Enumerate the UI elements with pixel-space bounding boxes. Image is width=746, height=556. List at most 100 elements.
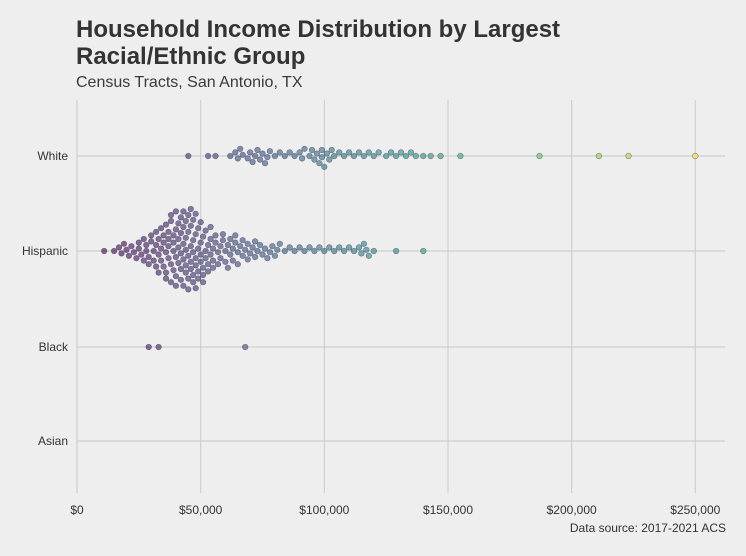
data-point: [200, 271, 207, 279]
data-point: [232, 239, 239, 246]
x-tick-label: $150,000: [423, 503, 473, 517]
data-point: [239, 252, 246, 259]
data-point: [301, 145, 308, 152]
data-point: [625, 152, 632, 160]
data-point: [192, 262, 199, 269]
data-point: [252, 152, 259, 160]
data-point: [370, 152, 377, 160]
data-point: [123, 246, 130, 253]
data-point: [209, 245, 217, 252]
data-point: [222, 258, 229, 265]
data-point: [135, 245, 142, 252]
data-point: [301, 247, 308, 255]
data-point: [219, 231, 226, 238]
data-point: [202, 227, 209, 234]
data-point: [160, 263, 167, 270]
data-point: [365, 252, 372, 259]
data-point: [162, 275, 170, 282]
data-point: [212, 239, 219, 246]
data-point: [185, 211, 192, 219]
data-point: [326, 156, 333, 163]
chart-caption: Data source: 2017-2021 ACS: [569, 521, 726, 535]
data-point: [336, 244, 343, 251]
data-point: [393, 247, 400, 255]
data-point: [281, 247, 288, 255]
data-point: [172, 273, 179, 280]
data-point: [177, 229, 184, 237]
data-point: [247, 149, 254, 156]
data-point: [256, 156, 264, 163]
data-point: [286, 244, 293, 251]
data-point: [350, 152, 358, 160]
data-point: [370, 247, 377, 255]
data-point: [145, 253, 152, 261]
data-point: [185, 152, 192, 160]
data-point: [229, 245, 236, 252]
data-point: [125, 252, 132, 259]
data-point: [202, 247, 209, 255]
data-point: [358, 250, 365, 257]
data-point: [140, 257, 147, 264]
y-tick-label: Hispanic: [22, 244, 68, 258]
data-point: [175, 244, 182, 251]
data-point: [383, 152, 390, 160]
data-point: [407, 149, 415, 156]
data-point: [148, 238, 155, 245]
data-point: [172, 282, 179, 289]
data-point: [192, 210, 199, 217]
data-point: [162, 269, 170, 276]
data-point: [205, 268, 212, 275]
data-point: [207, 235, 214, 243]
data-point: [209, 257, 217, 264]
x-tick-label: $200,000: [547, 503, 597, 517]
data-point: [222, 247, 229, 255]
data-point: [363, 246, 370, 253]
data-point: [182, 217, 189, 225]
data-point: [286, 149, 293, 156]
data-point: [360, 152, 368, 160]
data-point: [313, 150, 321, 157]
data-point: [170, 239, 177, 246]
data-point: [192, 255, 199, 262]
data-point: [170, 247, 177, 255]
data-point: [457, 152, 464, 160]
data-point: [158, 225, 165, 232]
data-point: [167, 211, 175, 219]
data-point: [167, 261, 175, 268]
data-point: [182, 234, 189, 241]
data-point: [197, 219, 204, 226]
data-point: [355, 244, 363, 251]
data-point: [153, 228, 160, 235]
data-point: [118, 250, 125, 257]
data-point: [145, 261, 152, 268]
data-point: [177, 276, 184, 283]
data-point: [355, 149, 363, 156]
data-point: [375, 149, 382, 156]
data-point: [153, 263, 160, 270]
data-point: [259, 251, 266, 258]
data-point: [318, 146, 326, 154]
data-point: [318, 154, 326, 161]
data-point: [316, 160, 323, 167]
data-point: [266, 249, 274, 256]
data-point: [296, 149, 303, 156]
data-point: [165, 243, 172, 250]
data-point: [185, 228, 192, 235]
data-point: [133, 255, 140, 262]
data-point: [155, 343, 162, 351]
chart-subtitle: Census Tracts, San Antonio, TX: [76, 74, 303, 91]
data-point: [214, 261, 222, 268]
data-point: [145, 343, 152, 351]
data-point: [209, 264, 217, 271]
data-point: [536, 152, 543, 160]
data-point: [321, 163, 328, 170]
data-point: [346, 244, 353, 251]
data-point: [205, 152, 212, 160]
data-point: [244, 155, 251, 162]
data-point: [239, 237, 246, 244]
data-point: [264, 154, 271, 161]
data-point: [239, 151, 246, 158]
data-point: [212, 152, 219, 160]
data-point: [420, 152, 427, 160]
